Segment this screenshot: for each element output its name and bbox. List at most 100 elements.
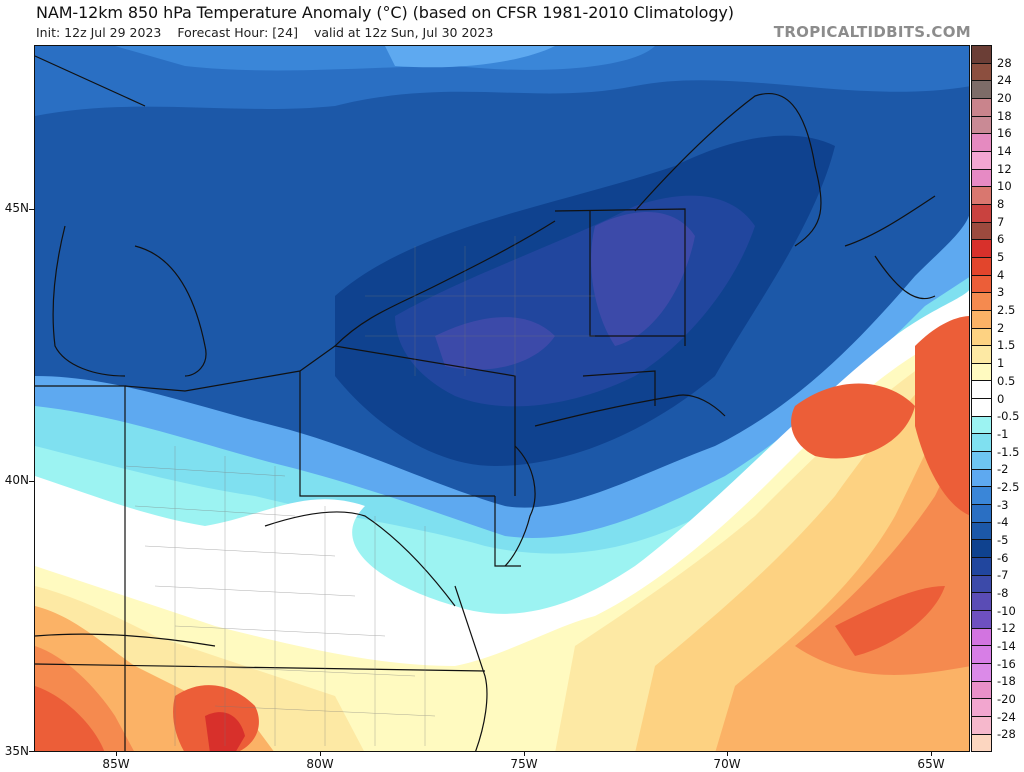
brand-watermark: TROPICALTIDBITS.COM [773, 23, 971, 41]
colorbar-label: -1.5 [997, 444, 1020, 459]
colorbar-swatch [972, 346, 991, 364]
colorbar-label: -1 [997, 426, 1009, 441]
colorbar-swatch [972, 611, 991, 629]
colorbar-label: -14 [997, 638, 1016, 653]
lon-label-80w: 80W [306, 757, 334, 771]
lon-label-65w: 65W [917, 757, 945, 771]
colorbar-swatch [972, 81, 991, 99]
colorbar-swatch [972, 363, 991, 382]
colorbar-label: 7 [997, 214, 1005, 229]
colorbar-label: -2.5 [997, 479, 1020, 494]
lon-tick [524, 752, 525, 756]
colorbar-label: -18 [997, 674, 1016, 689]
colorbar-swatch [972, 505, 991, 523]
colorbar-swatch [972, 452, 991, 470]
colorbar-swatch [972, 716, 991, 735]
colorbar-swatch [972, 134, 991, 152]
colorbar-label: 2.5 [997, 303, 1016, 318]
colorbar-label: -0.5 [997, 409, 1020, 424]
colorbar-label: -2 [997, 462, 1009, 477]
colorbar-label: -10 [997, 603, 1016, 618]
colorbar-label: 28 [997, 55, 1012, 70]
colorbar-label: 24 [997, 73, 1012, 88]
colorbar-swatch [972, 646, 991, 664]
lat-tick [29, 481, 34, 482]
init-time: Init: 12z Jul 29 2023 [36, 25, 162, 40]
colorbar-label: 0 [997, 391, 1005, 406]
lon-label-85w: 85W [102, 757, 130, 771]
colorbar-label: 18 [997, 108, 1012, 123]
colorbar-swatch [972, 293, 991, 311]
forecast-hour: Forecast Hour: [24] [177, 25, 298, 40]
colorbar-label: 6 [997, 232, 1005, 247]
colorbar-label: 14 [997, 144, 1012, 159]
colorbar-label: 2 [997, 320, 1005, 335]
colorbar-label: -4 [997, 515, 1009, 530]
colorbar-swatch [972, 240, 991, 258]
colorbar-label: 8 [997, 197, 1005, 212]
colorbar-label: 10 [997, 179, 1012, 194]
colorbar-label: 0.5 [997, 373, 1016, 388]
colorbar-label: -3 [997, 497, 1009, 512]
colorbar-label: 3 [997, 285, 1005, 300]
colorbar-swatch [972, 169, 991, 188]
colorbar-swatch [972, 699, 991, 717]
colorbar-swatch [972, 628, 991, 647]
lon-tick [727, 752, 728, 756]
colorbar-swatch [972, 222, 991, 241]
colorbar-label: -16 [997, 656, 1016, 671]
map-field [35, 46, 969, 751]
colorbar-label: -20 [997, 691, 1016, 706]
colorbar-swatch [972, 681, 991, 700]
colorbar-label: -8 [997, 585, 1009, 600]
chart-title: NAM-12km 850 hPa Temperature Anomaly (°C… [36, 3, 734, 22]
lon-tick [320, 752, 321, 756]
colorbar-label: -24 [997, 709, 1016, 724]
colorbar-label: 4 [997, 267, 1005, 282]
colorbar-label: 16 [997, 126, 1012, 141]
colorbar-swatch [972, 575, 991, 594]
colorbar-swatch [972, 328, 991, 347]
colorbar-swatch [972, 257, 991, 276]
colorbar-swatch [972, 46, 991, 64]
colorbar-label: 20 [997, 91, 1012, 106]
valid-time: valid at 12z Sun, Jul 30 2023 [313, 25, 494, 40]
colorbar-swatch [972, 487, 991, 506]
colorbar-label: -6 [997, 550, 1009, 565]
anomaly-map [34, 45, 970, 752]
colorbar-swatch [972, 275, 991, 294]
colorbar [971, 45, 992, 752]
colorbar-swatch [972, 116, 991, 135]
colorbar-swatch [972, 558, 991, 576]
chart-subtitle: Init: 12z Jul 29 2023 Forecast Hour: [24… [36, 25, 505, 40]
colorbar-swatch [972, 416, 991, 435]
colorbar-label: 1 [997, 356, 1005, 371]
colorbar-label: 5 [997, 250, 1005, 265]
lon-tick [931, 752, 932, 756]
lat-tick [29, 751, 34, 752]
lat-tick [29, 209, 34, 210]
colorbar-swatch [972, 187, 991, 205]
colorbar-swatch [972, 98, 991, 117]
colorbar-swatch [972, 540, 991, 559]
colorbar-swatch [972, 734, 991, 752]
colorbar-label: 12 [997, 161, 1012, 176]
lat-label-40n: 40N [4, 473, 29, 487]
colorbar-swatch [972, 63, 991, 82]
colorbar-swatch [972, 381, 991, 400]
lon-label-70w: 70W [713, 757, 741, 771]
lat-label-45n: 45N [4, 201, 29, 215]
colorbar-label: 1.5 [997, 338, 1016, 353]
colorbar-swatch [972, 593, 991, 611]
colorbar-swatch [972, 310, 991, 329]
colorbar-label: -12 [997, 621, 1016, 636]
lon-label-75w: 75W [510, 757, 538, 771]
colorbar-swatch [972, 151, 991, 170]
lon-tick [116, 752, 117, 756]
colorbar-swatch [972, 522, 991, 541]
colorbar-swatch [972, 469, 991, 488]
colorbar-swatch [972, 663, 991, 682]
colorbar-label: -28 [997, 727, 1016, 742]
colorbar-swatch [972, 399, 991, 417]
colorbar-swatch [972, 204, 991, 223]
